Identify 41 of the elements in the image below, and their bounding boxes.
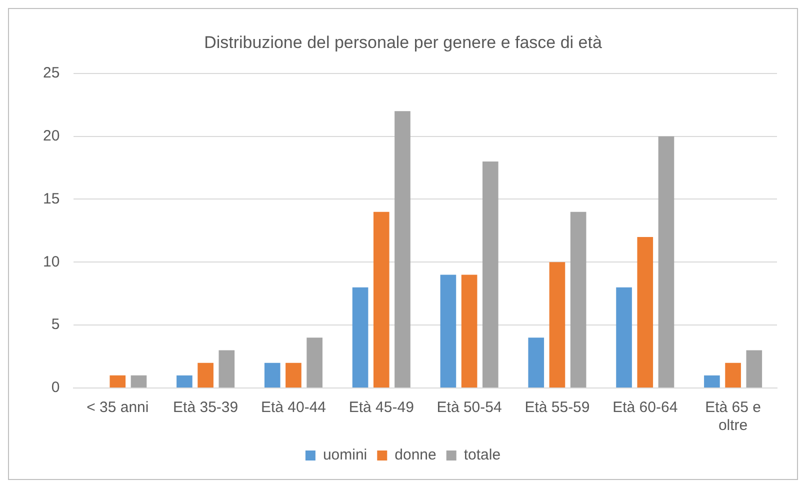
y-tick-label: 25 [42, 64, 60, 82]
bar [461, 274, 478, 388]
bar [373, 212, 390, 388]
y-tick-label: 5 [51, 316, 60, 334]
bar [637, 236, 654, 388]
bar [176, 375, 192, 388]
x-tick-label: Età 40-44 [260, 399, 326, 416]
y-tick-label: 20 [42, 127, 60, 144]
x-tick-label: Età 65 e oltre [705, 399, 761, 434]
bar [286, 362, 302, 388]
bar [616, 287, 632, 388]
x-tick-label: Età 45-49 [348, 399, 414, 416]
legend-label: uomini [322, 446, 368, 464]
legend-label: donne [394, 446, 436, 464]
chart-title: Distribuzione del personale per genere e fasce di età [204, 32, 602, 52]
bar [130, 375, 147, 388]
bar [440, 274, 456, 388]
bar [725, 362, 741, 388]
bar [482, 161, 498, 388]
x-tick-label: Età 55-59 [524, 399, 590, 416]
bar [658, 136, 674, 388]
bar [306, 338, 322, 388]
bar [264, 362, 280, 388]
y-tick-label: 0 [51, 379, 60, 396]
x-tick-label: Età 60-64 [612, 399, 678, 416]
bar [218, 350, 235, 388]
bar [746, 350, 762, 388]
bar [570, 212, 586, 388]
bar [549, 262, 566, 388]
bar [528, 338, 544, 388]
bar [394, 111, 410, 388]
bar [704, 375, 720, 388]
bar [352, 287, 368, 388]
legend-label: totale [464, 446, 501, 464]
x-tick-label: < 35 anni [86, 399, 149, 416]
y-tick-label: 10 [42, 253, 60, 270]
bar [198, 362, 214, 388]
x-tick-label: Età 50-54 [436, 399, 502, 416]
x-tick-label: Età 35-39 [173, 399, 238, 416]
bar [110, 375, 126, 388]
y-tick-label: 15 [42, 190, 60, 208]
